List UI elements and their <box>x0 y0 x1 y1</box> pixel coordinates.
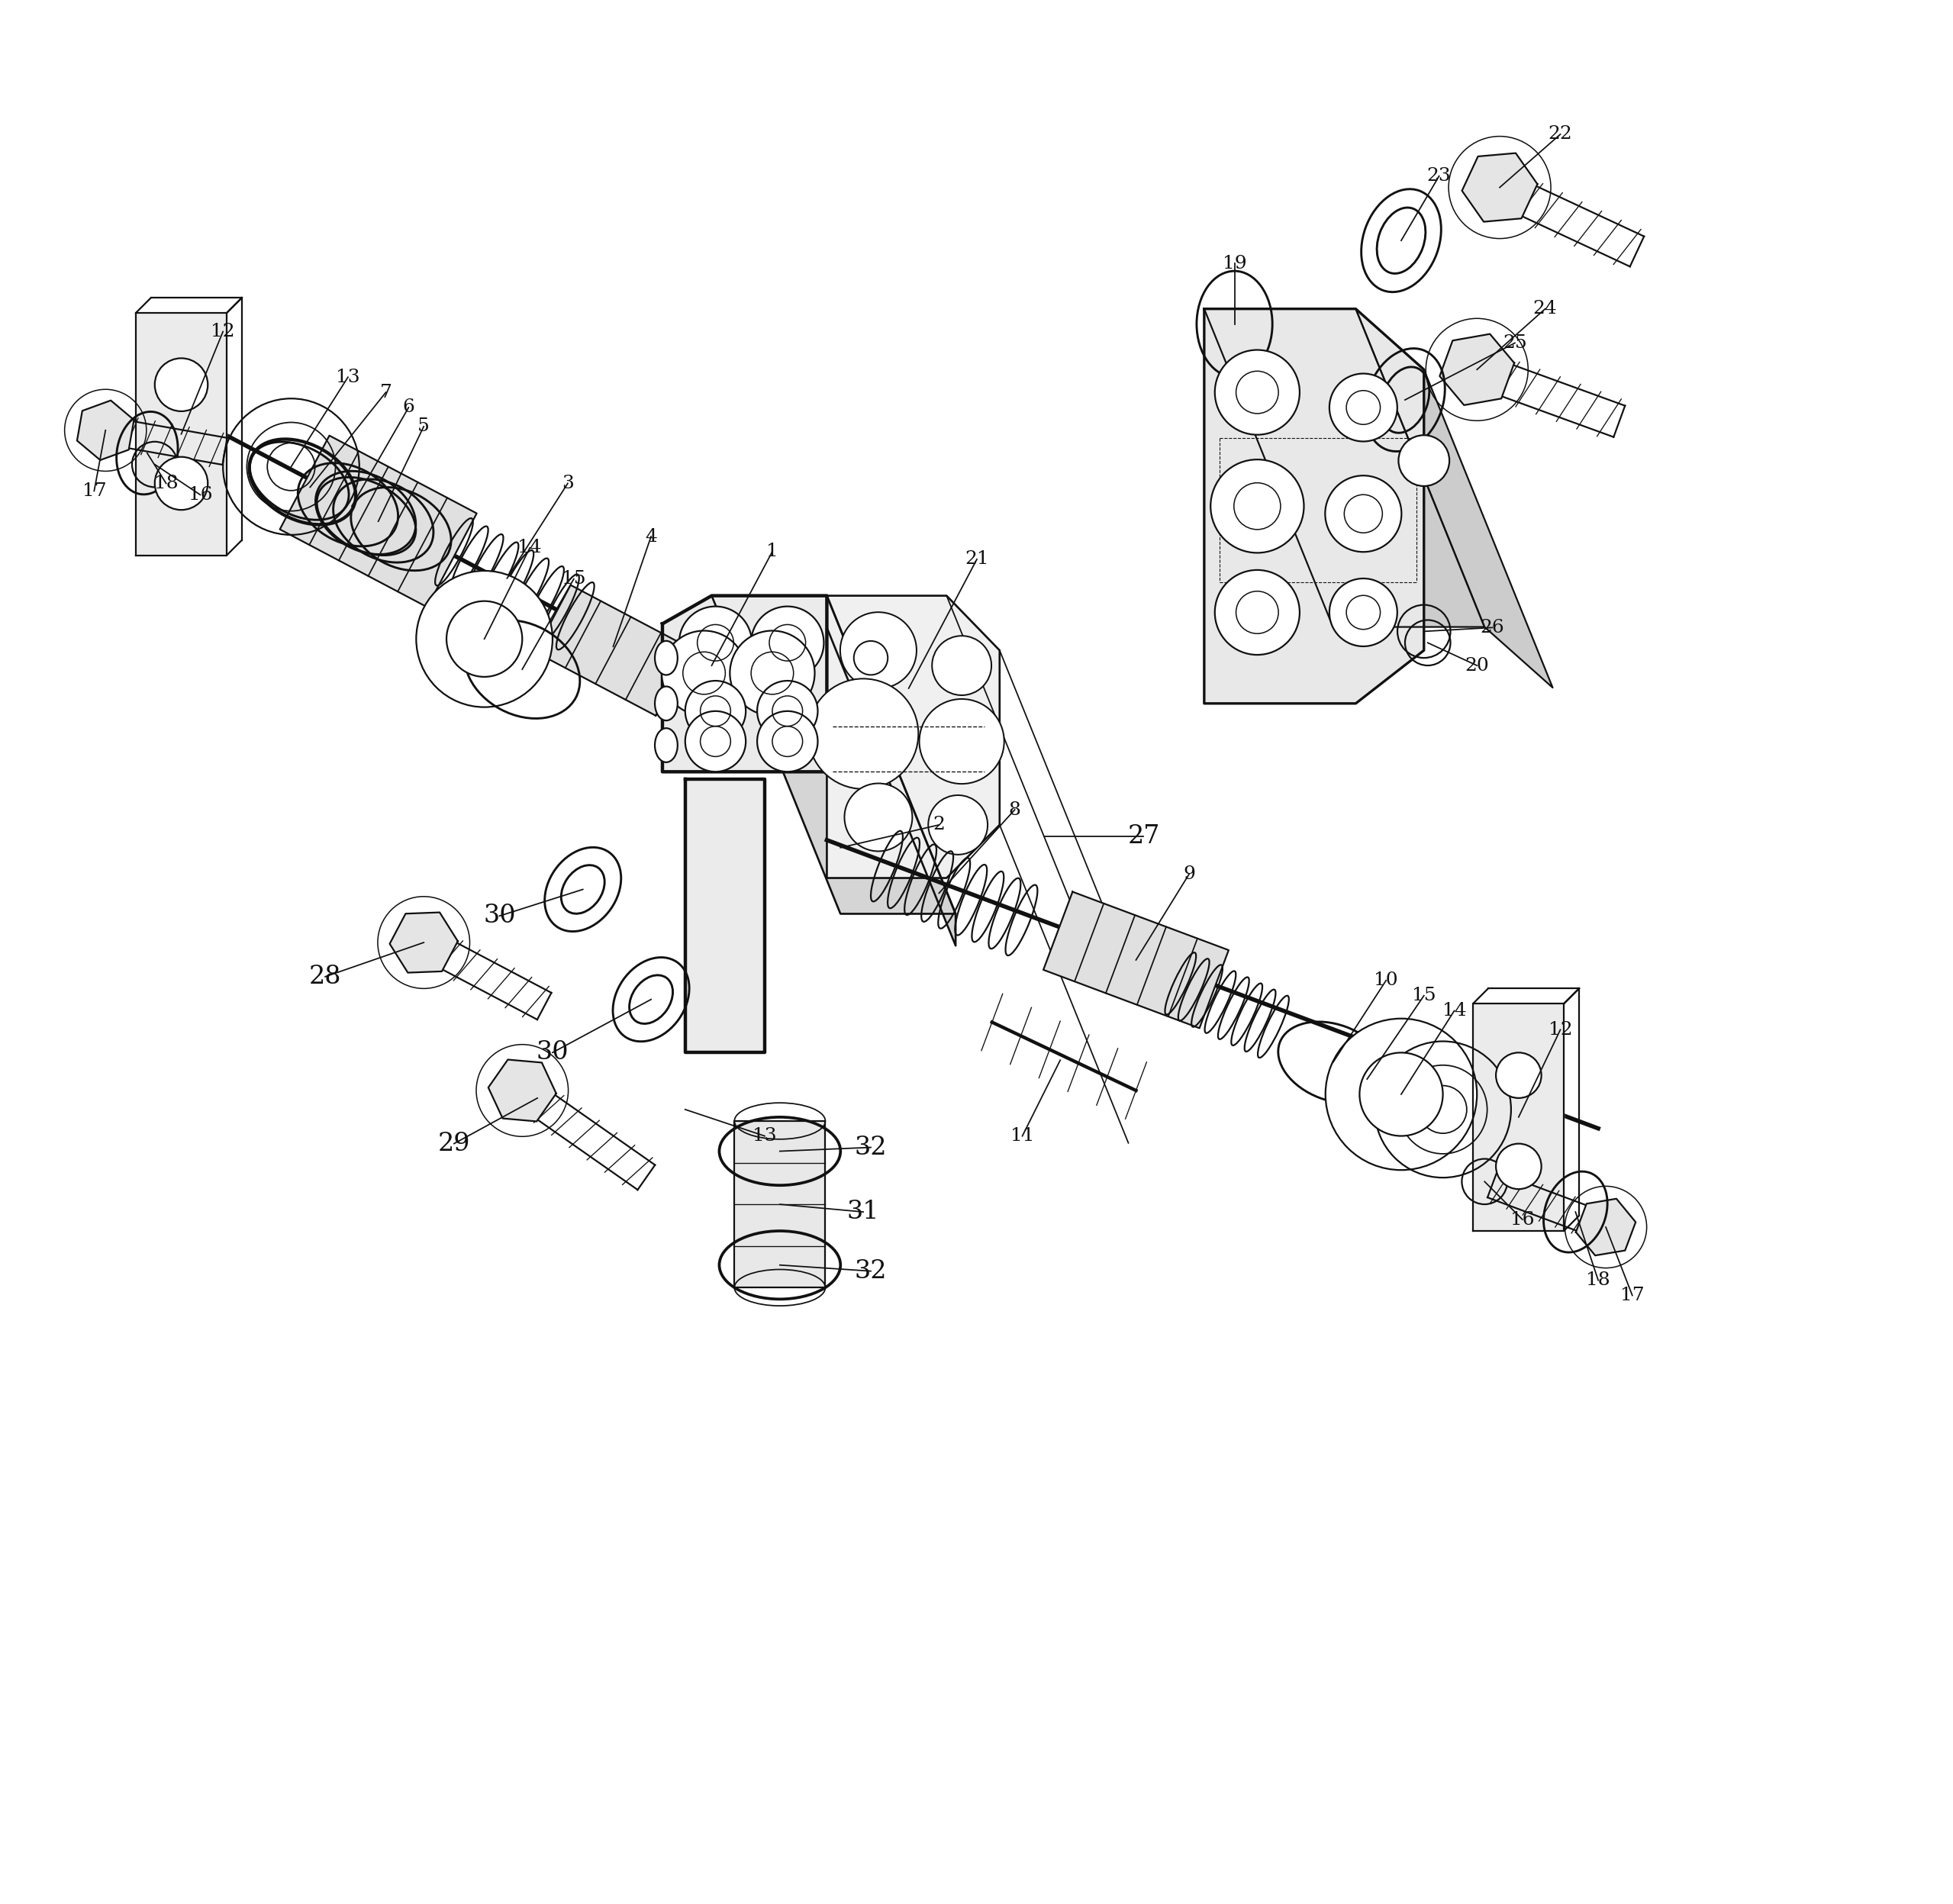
Text: 23: 23 <box>1428 168 1451 185</box>
Circle shape <box>680 605 752 680</box>
Text: 12: 12 <box>1549 1021 1572 1038</box>
Polygon shape <box>137 312 227 556</box>
Text: 3: 3 <box>562 474 574 491</box>
Circle shape <box>730 630 814 716</box>
Text: 17: 17 <box>82 482 105 499</box>
Text: 31: 31 <box>848 1200 879 1224</box>
Circle shape <box>1398 436 1449 486</box>
Text: 28: 28 <box>309 965 342 988</box>
Text: 12: 12 <box>211 324 234 341</box>
Circle shape <box>1359 1053 1443 1137</box>
Circle shape <box>752 605 824 680</box>
Circle shape <box>1326 476 1402 552</box>
Text: 29: 29 <box>437 1131 471 1156</box>
Text: 7: 7 <box>379 383 393 402</box>
Polygon shape <box>1463 152 1537 221</box>
Ellipse shape <box>654 642 678 676</box>
Circle shape <box>154 457 207 510</box>
Circle shape <box>1496 1053 1541 1099</box>
Polygon shape <box>76 400 135 461</box>
Circle shape <box>758 710 818 771</box>
Text: 30: 30 <box>537 1040 568 1064</box>
Polygon shape <box>1205 308 1424 703</box>
Text: 13: 13 <box>752 1127 777 1144</box>
Text: 5: 5 <box>418 417 430 436</box>
Polygon shape <box>826 596 955 946</box>
Text: 17: 17 <box>1621 1287 1644 1304</box>
Text: 13: 13 <box>336 367 359 387</box>
Circle shape <box>928 796 988 855</box>
Text: 8: 8 <box>1008 802 1021 819</box>
Polygon shape <box>488 1061 557 1121</box>
Circle shape <box>416 571 553 706</box>
Text: 21: 21 <box>965 550 988 567</box>
Polygon shape <box>1355 308 1553 687</box>
Text: 6: 6 <box>402 398 414 417</box>
Ellipse shape <box>654 687 678 720</box>
Circle shape <box>844 783 912 851</box>
Text: 27: 27 <box>1127 824 1160 849</box>
Text: 10: 10 <box>1375 971 1398 990</box>
Text: 26: 26 <box>1480 619 1504 636</box>
Polygon shape <box>826 596 1000 878</box>
Polygon shape <box>1205 308 1484 626</box>
Circle shape <box>686 682 746 741</box>
Polygon shape <box>662 596 826 771</box>
Text: 18: 18 <box>1586 1272 1611 1289</box>
Polygon shape <box>1576 1200 1637 1255</box>
Text: 15: 15 <box>1412 986 1435 1005</box>
Circle shape <box>686 710 746 771</box>
Text: 14: 14 <box>1441 1002 1467 1019</box>
Text: 18: 18 <box>154 474 178 491</box>
Polygon shape <box>711 596 955 914</box>
Text: 4: 4 <box>644 527 656 545</box>
Circle shape <box>1330 373 1396 442</box>
Circle shape <box>1326 1019 1476 1171</box>
Text: 20: 20 <box>1465 657 1488 674</box>
Polygon shape <box>1473 1003 1564 1230</box>
Polygon shape <box>535 585 691 716</box>
Circle shape <box>920 699 1004 784</box>
Circle shape <box>809 678 918 788</box>
Text: 1: 1 <box>766 543 779 560</box>
Polygon shape <box>1439 333 1514 406</box>
Circle shape <box>1215 569 1299 655</box>
Text: 24: 24 <box>1533 301 1557 318</box>
Circle shape <box>1215 350 1299 434</box>
Text: 16: 16 <box>187 486 213 503</box>
Text: 2: 2 <box>934 817 945 834</box>
Circle shape <box>1330 579 1396 645</box>
Text: 14: 14 <box>518 539 541 556</box>
Text: 32: 32 <box>855 1135 887 1160</box>
Circle shape <box>1496 1144 1541 1190</box>
Polygon shape <box>391 912 457 973</box>
Circle shape <box>447 602 521 676</box>
Text: 30: 30 <box>482 904 516 927</box>
Circle shape <box>853 642 889 674</box>
Text: 32: 32 <box>855 1259 887 1283</box>
Polygon shape <box>686 779 766 1053</box>
Circle shape <box>1211 459 1305 552</box>
Text: 11: 11 <box>1010 1127 1035 1144</box>
Circle shape <box>932 636 992 695</box>
Polygon shape <box>279 436 477 607</box>
Circle shape <box>662 630 746 716</box>
Circle shape <box>840 613 916 689</box>
Circle shape <box>154 358 207 411</box>
Text: 9: 9 <box>1184 866 1195 883</box>
Text: 15: 15 <box>562 569 586 588</box>
Circle shape <box>758 682 818 741</box>
Ellipse shape <box>654 727 678 762</box>
Text: 22: 22 <box>1549 126 1572 143</box>
Text: 25: 25 <box>1502 335 1527 352</box>
Text: 16: 16 <box>1510 1211 1535 1228</box>
Polygon shape <box>1043 891 1228 1028</box>
Polygon shape <box>734 1121 826 1287</box>
Text: 19: 19 <box>1223 255 1246 272</box>
